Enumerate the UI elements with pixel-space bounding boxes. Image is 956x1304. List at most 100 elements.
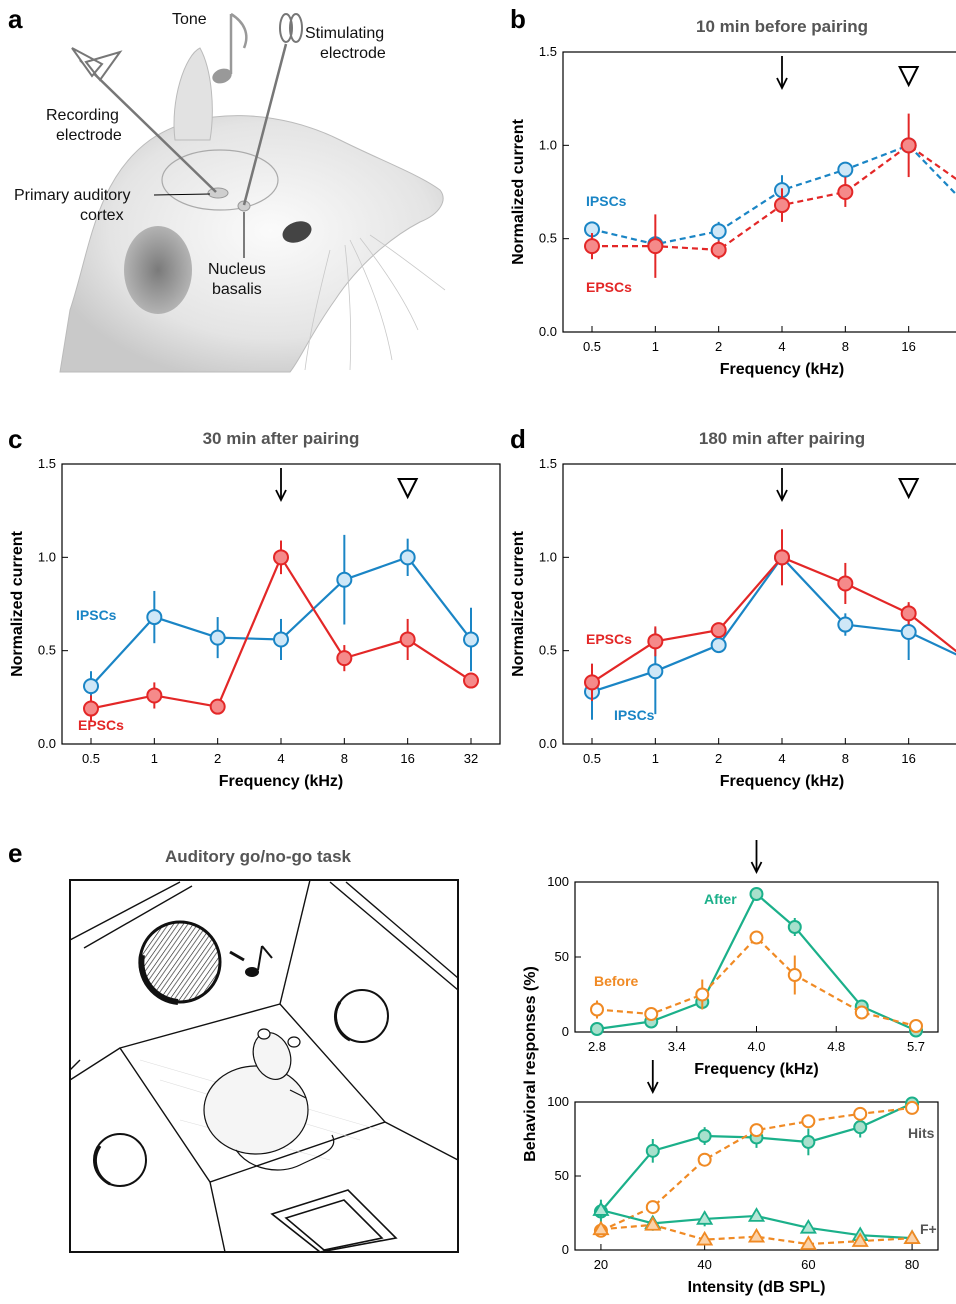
- label-stimulating-2: electrode: [320, 45, 386, 62]
- x-tick-label: 8: [341, 751, 348, 766]
- data-point: [799, 1235, 817, 1250]
- data-point: [592, 1220, 610, 1236]
- x-tick-label: 4.0: [747, 1039, 765, 1054]
- x-tick-label: 5.7: [907, 1039, 925, 1054]
- label-nb-1: Nucleus: [208, 261, 266, 278]
- chart-e-intensity: 0 50 100 20 40 60 80 Intensity (dB SPL) Behavior…: [522, 966, 939, 1296]
- data-point: [695, 987, 710, 1002]
- x-tick-label: 2: [214, 751, 221, 766]
- y-tick-label: 50: [555, 1168, 569, 1183]
- series-line: [600, 1102, 913, 1213]
- data-point: [647, 633, 664, 650]
- y-tick-label: 0: [562, 1242, 569, 1257]
- chart-title: 10 min before pairing: [696, 17, 868, 36]
- panel-label-d: d: [510, 424, 526, 454]
- chart-c: 0.0 0.5 1.0 1.5 0.5 1 2 4 8 16 32 Frequency (kHz) No…: [9, 429, 501, 790]
- data-point: [747, 1227, 766, 1243]
- label-false-alarms: F+: [920, 1221, 937, 1237]
- data-point: [837, 184, 854, 200]
- data-point: [774, 549, 790, 566]
- nose-poke-port-right-rim: [333, 1001, 351, 1042]
- x-tick-label: 2: [715, 751, 722, 766]
- data-point: [851, 1232, 869, 1247]
- series-line: [591, 144, 956, 246]
- y-tick-label: 0.5: [539, 643, 557, 658]
- data-point: [787, 920, 802, 934]
- x-tick-label: 4.8: [827, 1039, 845, 1054]
- stimulating-electrode-coil-icon-2: [289, 13, 303, 43]
- label-hits: Hits: [908, 1125, 935, 1141]
- series-label-ipscs: IPSCs: [614, 707, 655, 723]
- recording-electrode-icon-2: [84, 50, 123, 82]
- stimulating-electrode-coil-icon: [279, 13, 293, 43]
- data-point: [747, 1207, 766, 1222]
- cortex-outline: [161, 149, 279, 211]
- arrow-marker-icon: [646, 1081, 659, 1095]
- x-tick-label: 16: [901, 751, 915, 766]
- sound-note-icon: [229, 945, 273, 977]
- x-tick-label: 4: [778, 751, 785, 766]
- data-point: [399, 631, 416, 648]
- data-point: [837, 161, 854, 178]
- x-tick-label: 16: [901, 339, 915, 354]
- data-point: [590, 1022, 604, 1036]
- series-label-after: After: [704, 891, 737, 907]
- data-point: [83, 700, 99, 717]
- x-tick-label: 1: [652, 339, 659, 354]
- y-tick-label: 1.5: [539, 456, 557, 471]
- data-point: [710, 241, 727, 258]
- data-point: [710, 223, 727, 240]
- data-point: [909, 1019, 923, 1033]
- data-point: [837, 575, 854, 592]
- data-point: [903, 1229, 921, 1244]
- data-point: [854, 1005, 869, 1020]
- x-tick-label: 40: [697, 1257, 711, 1272]
- pointer-pac: [153, 193, 211, 196]
- triangle-marker-icon: [397, 478, 419, 500]
- data-point: [83, 678, 99, 695]
- water-trough: [270, 1189, 398, 1253]
- y-tick-label: 0.0: [539, 324, 557, 339]
- data-point: [273, 631, 289, 648]
- y-tick-label: 0.5: [38, 643, 56, 658]
- panel-e-title: Auditory go/no-go task: [165, 847, 352, 866]
- y-tick-label: 0.5: [539, 231, 557, 246]
- data-point: [336, 571, 353, 588]
- data-point: [853, 1106, 868, 1121]
- series-line: [591, 556, 956, 684]
- chart-title: 30 min after pairing: [203, 429, 360, 448]
- series-label-epscs: EPSCs: [586, 279, 632, 295]
- chart-e-frequency: 0 50 100 2.8 3.4 4.0 4.8 5.7 Frequency (kHz) Afte…: [547, 840, 939, 1078]
- data-point: [710, 622, 727, 639]
- rat-eye: [282, 221, 312, 243]
- x-tick-label: 2.8: [588, 1039, 606, 1054]
- data-point: [696, 1210, 714, 1225]
- rat-front-ear: [124, 226, 192, 314]
- y-axis-label: Behavioral responses (%): [522, 966, 539, 1162]
- y-axis-label: Normalized current: [510, 118, 527, 264]
- x-tick-label: 32: [464, 751, 478, 766]
- label-tone: Tone: [172, 11, 207, 28]
- data-point: [647, 238, 664, 255]
- triangle-marker-icon: [898, 478, 920, 500]
- x-axis-label: Intensity (dB SPL): [688, 1279, 826, 1296]
- arena-walls: [69, 879, 459, 1253]
- series-label-epscs: EPSCs: [78, 717, 124, 733]
- plot-frame: [574, 881, 939, 1033]
- data-point: [697, 1129, 712, 1144]
- data-point: [399, 549, 416, 566]
- x-tick-label: 8: [842, 751, 849, 766]
- data-point: [774, 197, 790, 214]
- plot-frame: [562, 463, 956, 745]
- data-point: [592, 1201, 610, 1216]
- x-tick-label: 4: [277, 751, 284, 766]
- rat-head-illustration: Tone Stimulating electrode Recording ele…: [14, 11, 446, 373]
- whiskers: [304, 234, 446, 371]
- data-point: [209, 698, 226, 715]
- y-tick-label: 1.0: [539, 549, 557, 564]
- series-line: [592, 143, 956, 251]
- data-point: [209, 629, 226, 646]
- data-point: [590, 1002, 604, 1017]
- x-axis-label: Frequency (kHz): [694, 1061, 818, 1078]
